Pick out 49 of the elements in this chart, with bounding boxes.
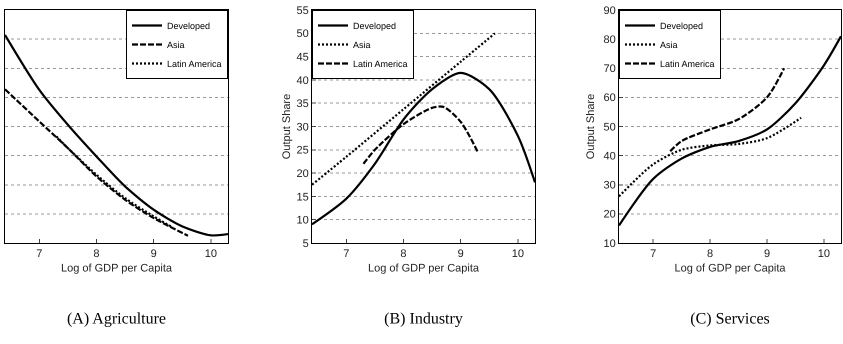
y-tick-label: 20 [296, 168, 309, 180]
y-tick-label: 40 [296, 74, 309, 87]
x-tick-label: 7 [36, 248, 42, 260]
x-tick-label: 9 [150, 248, 157, 260]
legend-label: Developed [167, 21, 210, 32]
legend-label: Latin America [167, 59, 222, 70]
legend-label: Developed [660, 21, 704, 32]
y-tick-label: 20 [604, 208, 616, 221]
legend-label: Latin America [660, 59, 715, 70]
y-tick-label: 45 [296, 51, 309, 64]
x-tick-label: 7 [343, 248, 350, 260]
x-axis-title: Log of GDP per Capita [674, 262, 786, 274]
y-tick-label: 70 [604, 63, 616, 76]
text: (B) Industry [384, 310, 463, 328]
legend-label: Asia [167, 40, 185, 50]
y-tick-label: 30 [604, 180, 616, 192]
y-tick-label: 80 [604, 34, 616, 46]
y-tick-label: 90 [604, 4, 616, 17]
y-tick-label: 5 [302, 238, 309, 250]
x-axis-title: Log of GDP per Capita [60, 262, 173, 274]
x-tick-label: 7 [650, 248, 656, 260]
legend-label: Developed [353, 21, 396, 32]
legend-label: Asia [353, 40, 371, 50]
text: (C) Services [690, 310, 770, 328]
y-tick-label: 60 [604, 92, 616, 104]
x-tick-label: 8 [93, 248, 100, 260]
y-tick-label: 55 [296, 4, 309, 17]
x-tick-label: 8 [707, 248, 714, 260]
x-tick-label: 8 [400, 248, 407, 260]
y-tick-label: 50 [296, 28, 309, 40]
y-tick-label: 50 [604, 121, 616, 134]
x-tick-label: 9 [458, 248, 464, 260]
y-tick-label: 25 [296, 144, 309, 157]
y-axis-title: Output Share [281, 94, 293, 160]
y-axis-title: Output Share [585, 94, 598, 160]
x-tick-label: 10 [818, 248, 830, 260]
x-tick-label: 10 [512, 248, 524, 260]
y-tick-label: 15 [296, 191, 309, 204]
y-tick-label: 35 [296, 98, 309, 110]
legend-label: Asia [660, 40, 678, 50]
y-tick-label: 40 [604, 150, 616, 162]
y-tick-label: 10 [604, 238, 616, 250]
y-tick-label: 30 [296, 121, 309, 134]
x-tick-label: 10 [204, 248, 217, 260]
x-axis-title: Log of GDP per Capita [368, 262, 480, 274]
y-tick-label: 10 [296, 214, 309, 227]
legend-label: Latin America [353, 59, 408, 70]
x-tick-label: 9 [764, 248, 770, 260]
text: (A) Agriculture [66, 310, 166, 328]
